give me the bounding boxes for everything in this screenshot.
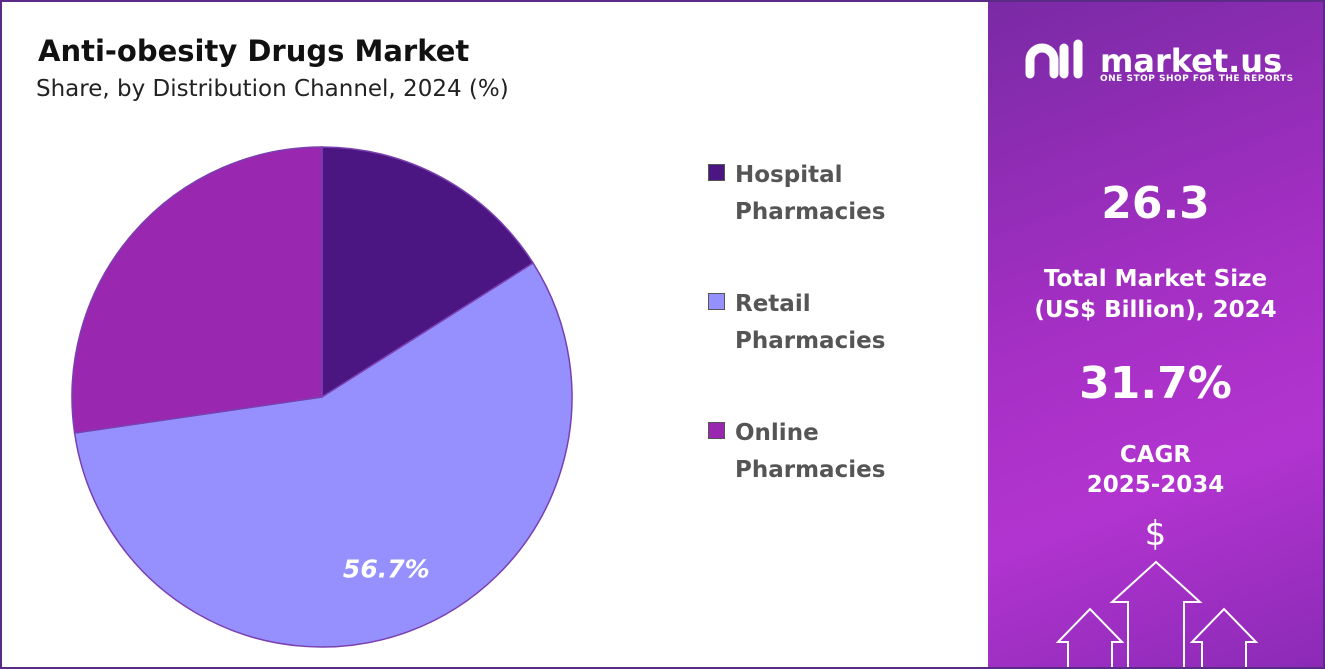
legend: Hospital Pharmacies Retail Pharmacies Onli…: [708, 157, 928, 544]
legend-label: Online Pharmacies: [735, 420, 886, 483]
logo-icon: [1025, 39, 1083, 79]
dollar-icon: $: [1144, 514, 1167, 554]
pie-slice: [321, 146, 535, 399]
legend-swatch: [708, 422, 725, 439]
legend-label: Hospital Pharmacies: [735, 162, 886, 225]
data-label: 56.7%: [343, 554, 430, 583]
chart-title: Anti-obesity Drugs Market: [38, 34, 470, 68]
panel-decoration: [1025, 39, 1259, 667]
pie-chart: 56.7%: [71, 146, 573, 648]
legend-item: Online Pharmacies: [708, 415, 928, 489]
legend-swatch: [708, 293, 725, 310]
legend-label: Retail Pharmacies: [735, 291, 886, 354]
pie-slice: [71, 146, 323, 434]
legend-swatch: [708, 164, 725, 181]
cagr-label: 2025-2034: [1086, 472, 1225, 498]
chart-subtitle: Share, by Distribution Channel, 2024 (%): [36, 76, 509, 102]
market-size-label: (US$ Billion), 2024: [1034, 297, 1277, 323]
pie-slice: [73, 262, 573, 648]
tagline: ONE STOP SHOP FOR THE REPORTS: [1100, 74, 1294, 84]
market-size-label: Total Market Size: [1043, 266, 1268, 292]
market-size: 26.3: [1101, 178, 1210, 229]
legend-item: Retail Pharmacies: [708, 286, 928, 360]
legend-item: Hospital Pharmacies: [708, 157, 928, 231]
info-panel: market.us ONE STOP SHOP FOR THE REPORTS …: [988, 2, 1323, 667]
brand: market.us: [1100, 42, 1283, 80]
cagr: 31.7%: [1079, 358, 1232, 409]
arrows: [1055, 560, 1259, 667]
cagr-label: CAGR: [1119, 442, 1192, 468]
